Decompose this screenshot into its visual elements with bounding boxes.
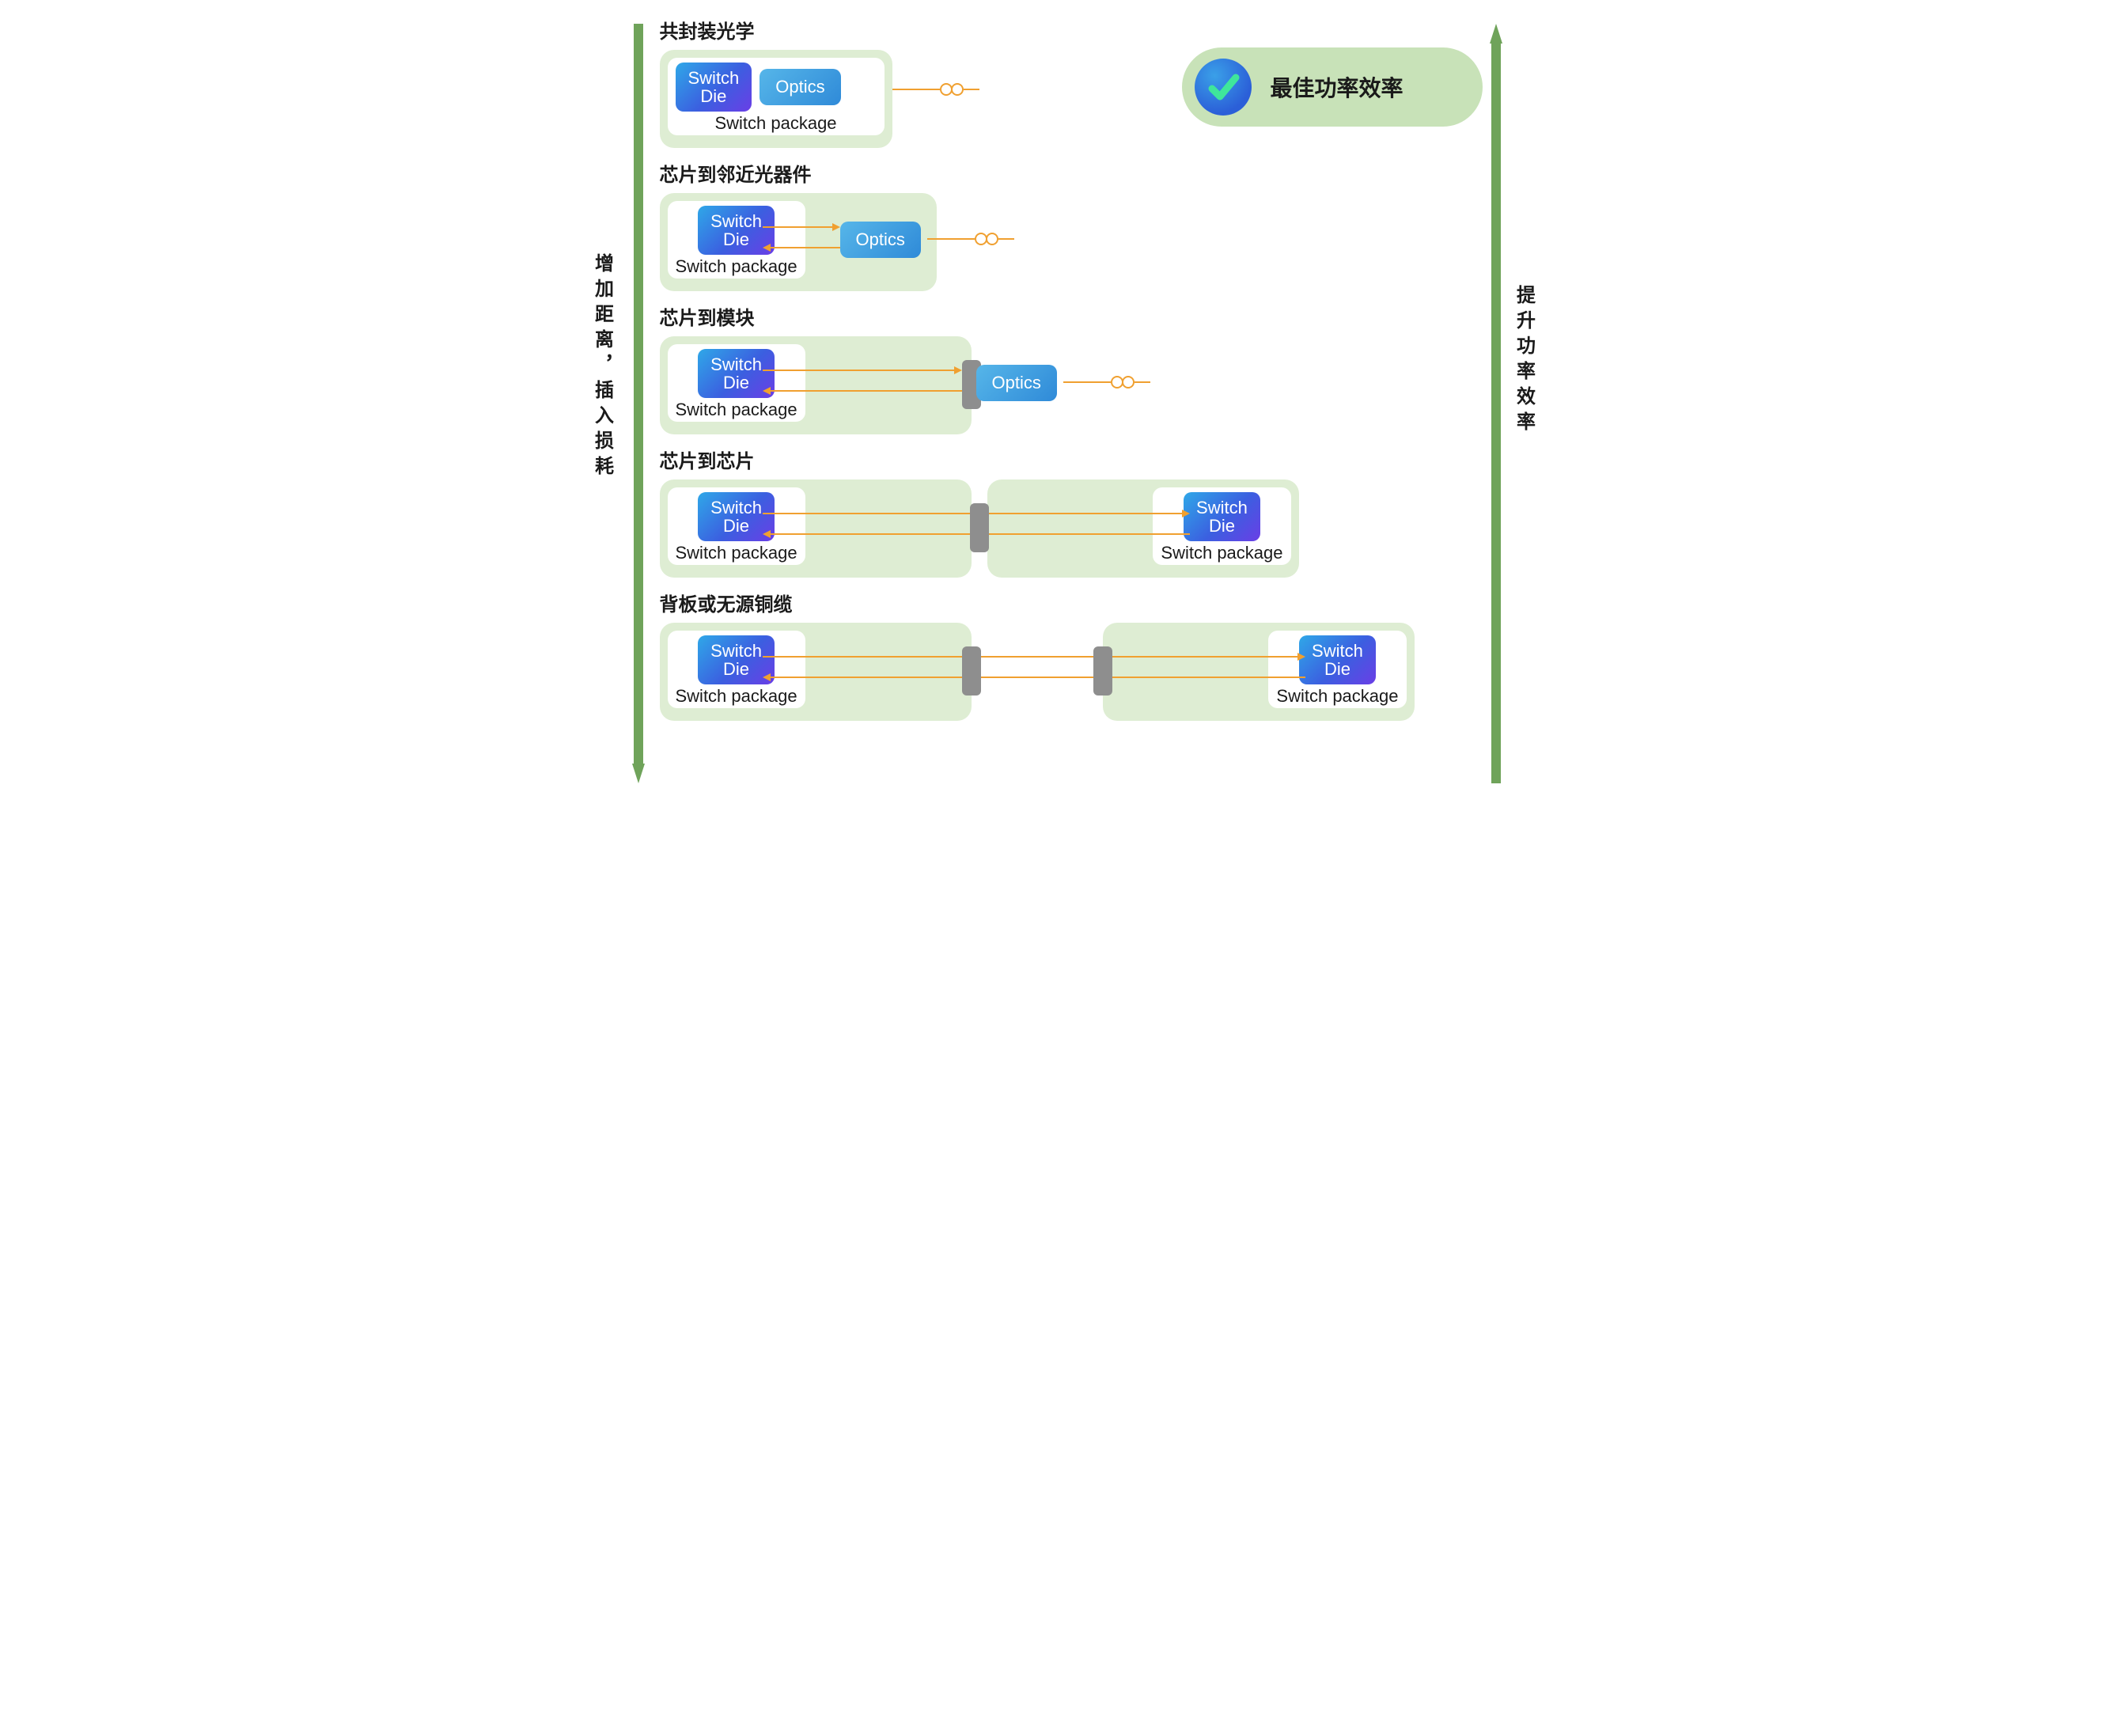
switch-die-line2: Die	[723, 373, 749, 392]
switch-package-inner: Switch Die Optics Switch package	[668, 58, 885, 135]
row-module: Switch Die Switch package Optics	[660, 336, 1475, 434]
switch-package-inner: Switch Die Switch package	[668, 201, 805, 279]
right-axis-arrow-up	[1490, 24, 1502, 783]
switch-package-label: Switch package	[1276, 686, 1398, 707]
switch-die: Switch Die	[676, 63, 752, 112]
switch-die-line2: Die	[723, 516, 749, 536]
fiber-line	[927, 231, 1014, 247]
switch-die-line1: Switch	[710, 211, 762, 231]
section-title-module: 芯片到模块	[660, 302, 1475, 330]
switch-die-line1: Switch	[1196, 498, 1248, 517]
package-card: Switch Die Optics Switch package	[660, 50, 892, 148]
left-axis-label: 增加距离，插入损耗	[589, 253, 616, 481]
switch-die-line2: Die	[1209, 516, 1235, 536]
connector-left	[962, 646, 981, 696]
arrow-left	[763, 385, 962, 400]
arrow-right	[763, 222, 840, 236]
section-title-near: 芯片到邻近光器件	[660, 159, 1475, 187]
right-axis-label: 提升功率效率	[1510, 285, 1538, 437]
arrow-right	[763, 365, 962, 379]
switch-package-label: Switch package	[676, 686, 797, 707]
switch-die-line1: Switch	[710, 641, 762, 661]
switch-die-line2: Die	[723, 229, 749, 249]
switch-package-label: Switch package	[676, 400, 797, 420]
switch-die-line1: Switch	[710, 354, 762, 374]
connector-right	[1093, 646, 1112, 696]
arrow-right	[763, 651, 1305, 665]
switch-package-label: Switch package	[1161, 543, 1282, 563]
switch-package-label: Switch package	[676, 113, 877, 134]
section-title-chip2chip: 芯片到芯片	[660, 445, 1475, 473]
switch-package-label: Switch package	[676, 256, 797, 277]
diagram-canvas: 增加距离，插入损耗 提升功率效率 最佳功率效率 共封装光学 Switch	[573, 16, 1538, 807]
switch-die: Switch Die	[1299, 635, 1376, 684]
switch-die-line2: Die	[700, 86, 726, 106]
switch-package-label: Switch package	[676, 543, 797, 563]
content-column: 共封装光学 Switch Die Optics Switch package	[660, 16, 1475, 721]
row-backplane: Switch Die Switch package Switch Die Swi…	[660, 623, 1475, 721]
optics-block: Optics	[976, 365, 1057, 401]
row-chip2chip: Switch Die Switch package Switch Die Swi…	[660, 479, 1475, 578]
left-axis-arrow-down	[632, 24, 645, 783]
package-card: Switch Die Switch package Optics	[660, 193, 937, 291]
section-title-backplane: 背板或无源铜缆	[660, 589, 1475, 616]
fiber-line	[1063, 374, 1150, 390]
optics-block: Optics	[760, 69, 840, 105]
row-near: Switch Die Switch package Optics	[660, 193, 1475, 291]
optics-block: Optics	[840, 222, 921, 258]
switch-package-inner: Switch Die Switch package	[1268, 631, 1406, 708]
switch-package-inner: Switch Die Switch package	[668, 631, 805, 708]
switch-package-inner: Switch Die Switch package	[668, 344, 805, 422]
switch-die-line2: Die	[723, 659, 749, 679]
fiber-line	[892, 81, 979, 97]
connector	[970, 503, 989, 552]
arrow-left	[763, 242, 840, 256]
switch-die: Switch Die	[1184, 492, 1260, 541]
switch-die-line2: Die	[1324, 659, 1350, 679]
switch-die-line1: Switch	[688, 68, 740, 88]
switch-die-line1: Switch	[1312, 641, 1363, 661]
section-title-cpo: 共封装光学	[660, 16, 1475, 44]
arrow-left	[763, 672, 1305, 686]
switch-die-line1: Switch	[710, 498, 762, 517]
row-cpo: Switch Die Optics Switch package	[660, 50, 1475, 148]
switch-package-inner: Switch Die Switch package	[1153, 487, 1290, 565]
switch-package-inner: Switch Die Switch package	[668, 487, 805, 565]
